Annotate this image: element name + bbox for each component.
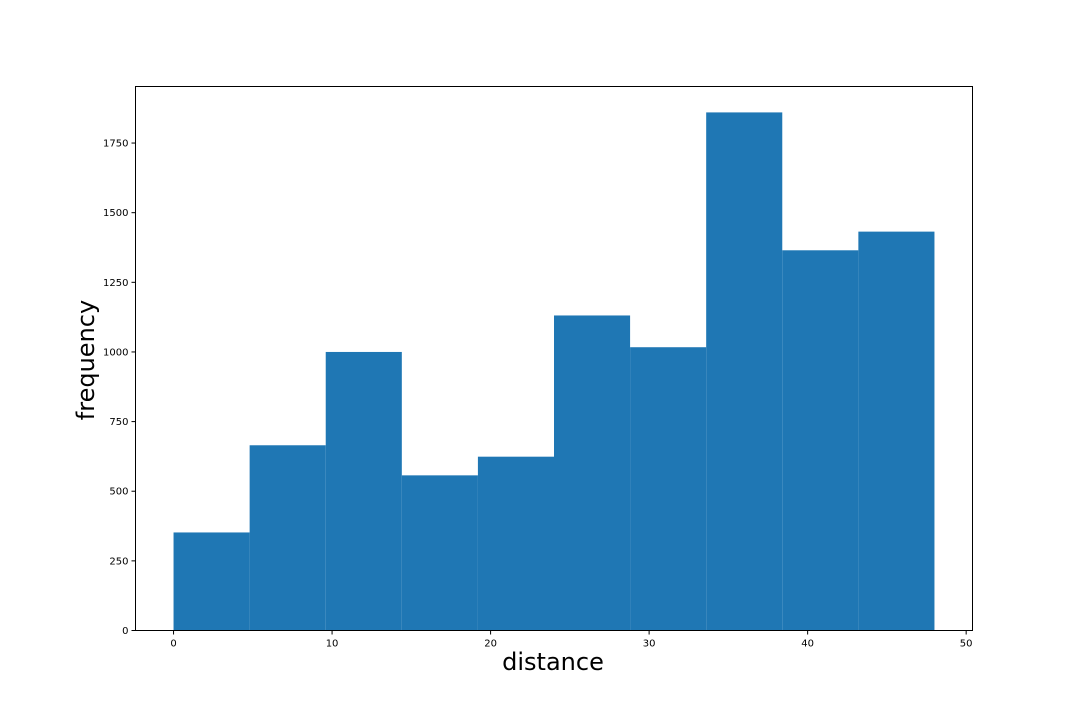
x-tick-label: 30 xyxy=(643,639,656,650)
y-tick-label: 750 xyxy=(109,417,128,428)
y-tick-label: 500 xyxy=(109,487,128,498)
y-tick-label: 250 xyxy=(109,556,128,567)
x-tick-label: 20 xyxy=(484,639,497,650)
histogram-bar xyxy=(249,445,326,631)
histogram-bar xyxy=(630,347,707,631)
histogram-bar xyxy=(401,475,478,631)
x-tick-label: 50 xyxy=(960,639,973,650)
histogram-bar xyxy=(325,351,402,631)
x-axis-ticks: 0 10 20 30 40 50 xyxy=(170,630,973,650)
x-tick-label: 40 xyxy=(801,639,814,650)
y-axis-title: frequency xyxy=(72,300,100,420)
histogram-bar xyxy=(782,250,859,631)
y-tick-label: 1250 xyxy=(103,278,128,289)
y-tick-label: 1750 xyxy=(103,139,128,150)
histogram-bars xyxy=(173,112,935,631)
y-tick-label: 1000 xyxy=(103,347,128,358)
histogram-bar xyxy=(858,231,935,631)
x-tick-label: 0 xyxy=(170,639,176,650)
plot-frame xyxy=(135,86,973,631)
histogram-bar xyxy=(477,456,554,631)
histogram-bar xyxy=(706,112,783,631)
y-tick-label: 0 xyxy=(122,626,128,637)
y-axis-ticks: 0 250 500 750 1000 1250 1500 1750 xyxy=(103,139,136,637)
y-tick-label: 1500 xyxy=(103,208,128,219)
x-tick-label: 10 xyxy=(326,639,339,650)
x-axis-title: distance xyxy=(502,648,604,676)
histogram-bar xyxy=(173,532,250,631)
histogram-bar xyxy=(554,315,631,631)
